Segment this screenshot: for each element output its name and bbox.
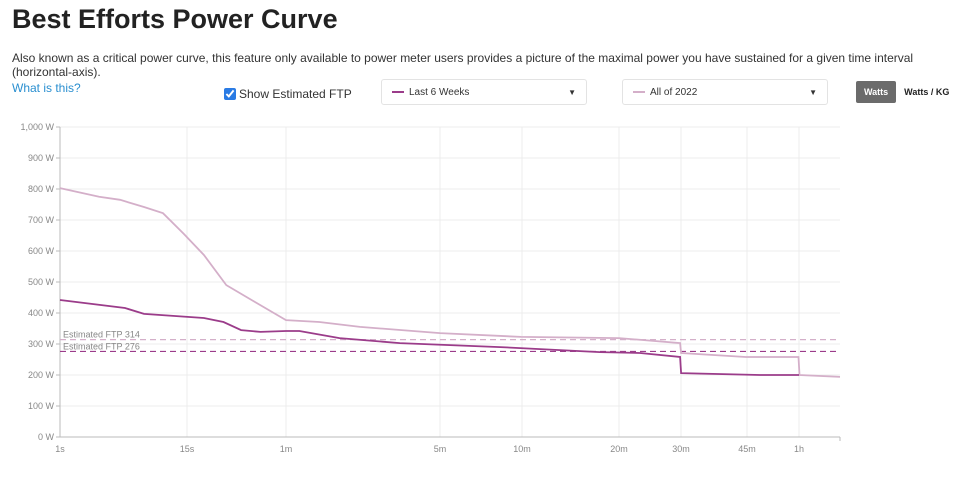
y-tick-label: 500 W [28, 277, 55, 287]
series-line [59, 187, 841, 378]
x-tick-label: 15s [180, 444, 195, 454]
ftp-label: Estimated FTP 314 [63, 330, 140, 340]
y-tick-label: 800 W [28, 184, 55, 194]
range-select-2[interactable]: All of 2022 ▼ [622, 79, 828, 105]
y-tick-label: 400 W [28, 308, 55, 318]
x-tick-label: 20m [610, 444, 628, 454]
show-ftp-checkbox[interactable]: Show Estimated FTP [224, 87, 352, 101]
range-select-1[interactable]: Last 6 Weeks ▼ [381, 79, 587, 105]
series-swatch [633, 91, 645, 93]
x-tick-label: 1s [55, 444, 65, 454]
caret-down-icon: ▼ [568, 87, 576, 97]
x-tick-label: 1m [280, 444, 293, 454]
what-is-this-link[interactable]: What is this? [12, 81, 81, 95]
y-tick-label: 300 W [28, 339, 55, 349]
watts-per-kg-button[interactable]: Watts / KG [904, 87, 950, 97]
x-tick-label: 30m [672, 444, 690, 454]
x-tick-label: 1h [794, 444, 804, 454]
show-ftp-label: Show Estimated FTP [239, 87, 352, 101]
page-title: Best Efforts Power Curve [12, 4, 338, 34]
x-tick-label: 10m [513, 444, 531, 454]
x-tick-label: 45m [738, 444, 756, 454]
x-tick-label: 5m [434, 444, 447, 454]
range-select-1-value: Last 6 Weeks [409, 86, 470, 98]
y-tick-label: 200 W [28, 370, 55, 380]
series-line [59, 299, 799, 376]
y-tick-label: 900 W [28, 153, 55, 163]
y-tick-label: 600 W [28, 246, 55, 256]
y-tick-label: 0 W [38, 432, 55, 442]
checkbox[interactable] [224, 88, 236, 100]
caret-down-icon: ▼ [809, 87, 817, 97]
description: Also known as a critical power curve, th… [12, 51, 914, 79]
ftp-label: Estimated FTP 276 [63, 341, 140, 351]
units-toggle: Watts Watts / KG [856, 81, 957, 103]
y-tick-label: 700 W [28, 215, 55, 225]
watts-button[interactable]: Watts [856, 81, 897, 103]
y-tick-label: 1,000 W [20, 122, 54, 132]
range-select-2-value: All of 2022 [650, 86, 698, 98]
series-swatch [392, 91, 404, 93]
y-tick-label: 100 W [28, 401, 55, 411]
